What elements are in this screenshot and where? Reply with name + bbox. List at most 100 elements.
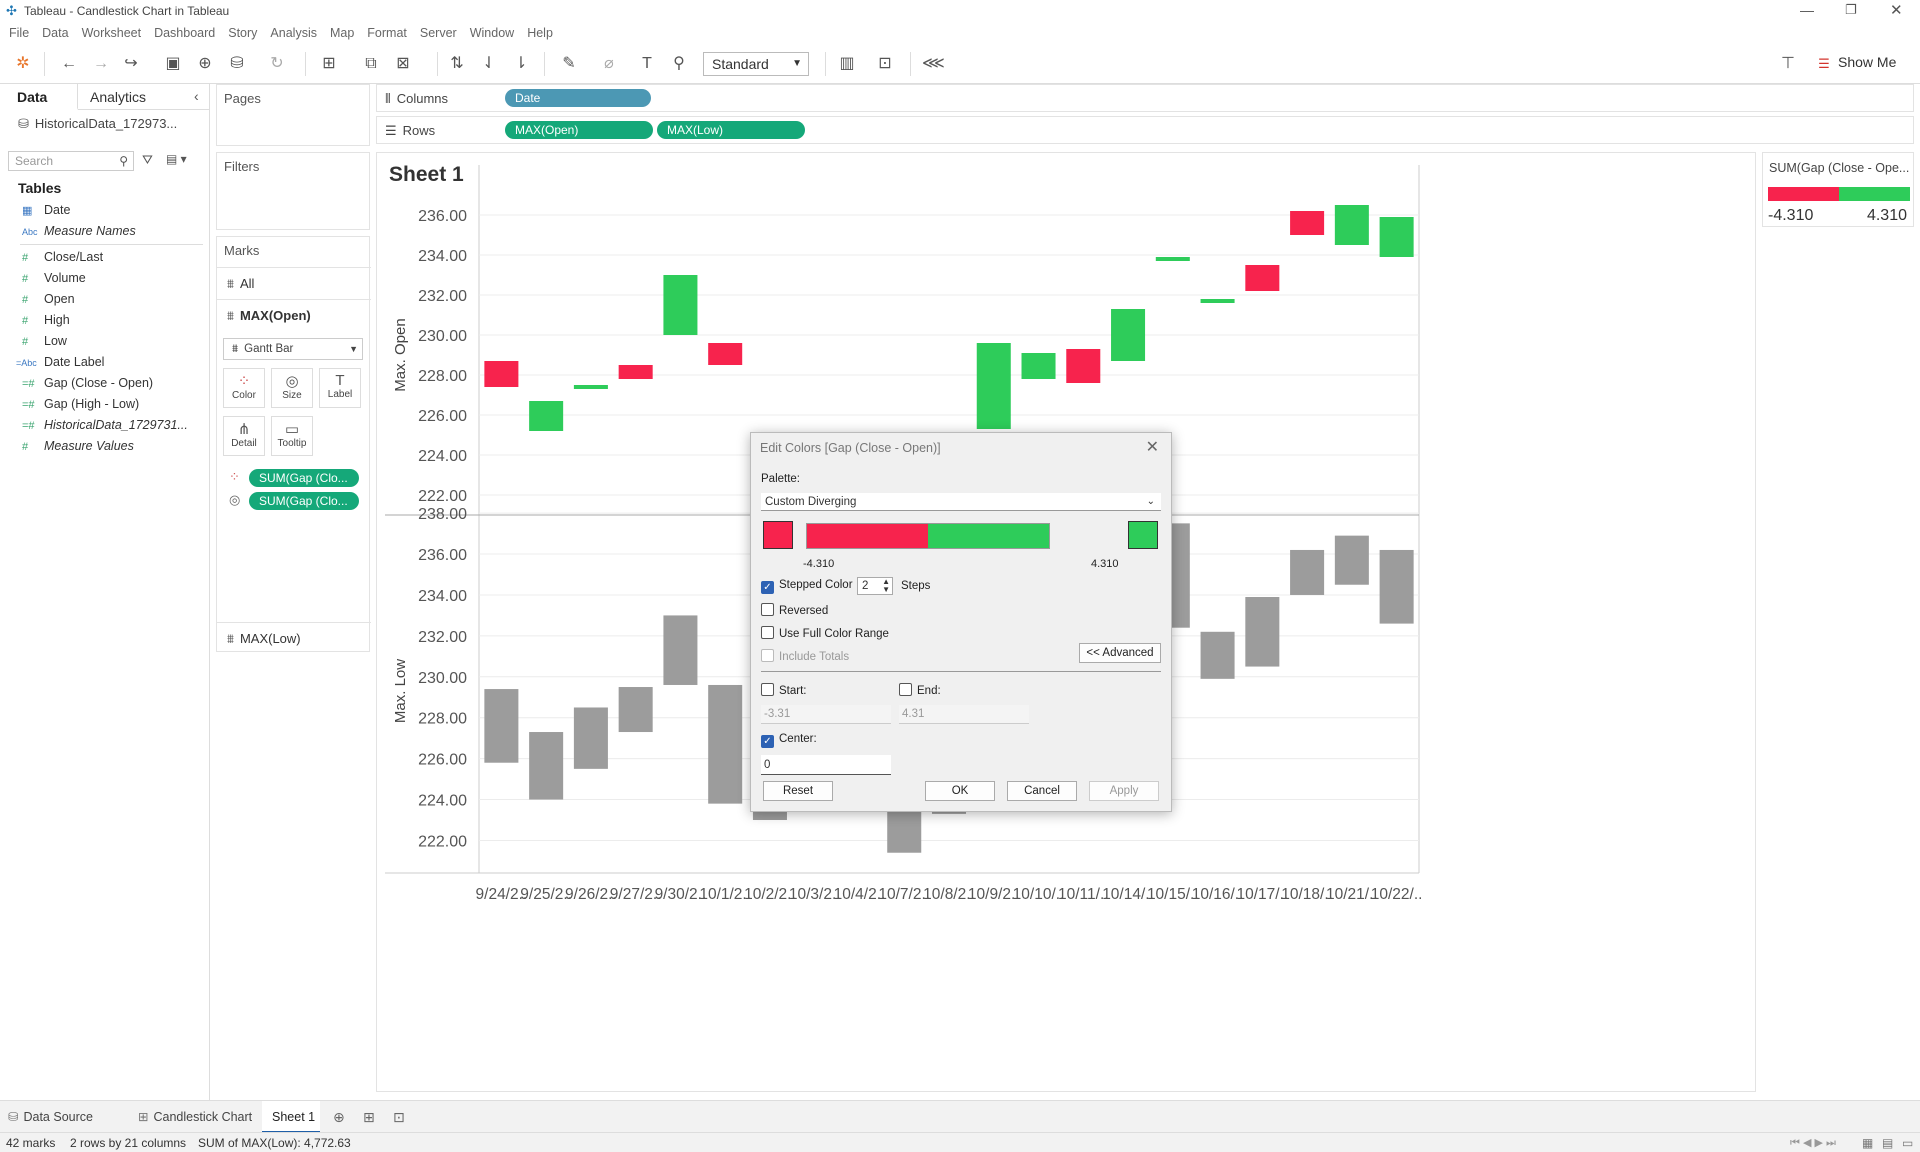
color-button[interactable]: ⁘ Color [223,368,265,408]
fit-select[interactable]: Standard ▼ [703,52,809,76]
paint-icon[interactable]: ⊤ [1781,55,1795,72]
new-worksheet-icon[interactable]: ⊕ [333,1109,345,1125]
minimize-icon[interactable]: — [1800,2,1814,18]
collapse-icon[interactable]: ‹ [194,88,199,104]
show-me-button[interactable]: Show Me [1838,54,1897,70]
new-story-icon[interactable]: ⊡ [393,1109,405,1125]
start-checkbox[interactable]: Start: [761,683,806,697]
marks-low-tab[interactable]: ⩩ MAX(Low) [217,622,371,654]
full-range-checkbox[interactable]: Use Full Color Range [761,626,889,640]
reset-button[interactable]: Reset [763,781,833,801]
tableau-home-icon[interactable]: ✲ [16,55,30,72]
new-dashboard-icon[interactable]: ⊞ [363,1109,375,1125]
datasource-item[interactable]: ⛁ HistoricalData_172973... [18,116,177,132]
menu-file[interactable]: File [9,26,30,40]
filters-card[interactable]: Filters [216,152,370,230]
center-checkbox[interactable]: ✓ Center: [761,733,817,748]
restore-icon[interactable]: ❐ [1845,2,1857,17]
new-datasource-icon[interactable]: ⊕ [198,55,212,72]
show-me-icon[interactable]: ☰ [1818,56,1830,71]
tab-candlestick-chart[interactable]: ⊞ Candlestick Chart [138,1101,252,1133]
tab-data[interactable]: Data [0,84,78,110]
highlight-icon[interactable]: ✎ [562,55,576,72]
positive-color-swatch[interactable] [1128,521,1158,549]
start-input[interactable]: -3.31 [761,705,891,724]
menu-story[interactable]: Story [228,26,258,40]
size-pill[interactable]: SUM(Gap (Clo... [249,492,359,510]
menu-server[interactable]: Server [419,26,457,40]
size-button[interactable]: ◎ Size [271,368,313,408]
menu-help[interactable]: Help [527,26,553,40]
sort-ascending-icon[interactable]: ⇃ [482,55,496,72]
max-low-pill[interactable]: MAX(Low) [657,121,805,139]
search-input[interactable]: Search ⚲ [8,151,134,171]
field-gap-high-low[interactable]: =# Gap (High - Low) [22,395,139,413]
refresh-icon[interactable]: ↻ [270,55,284,72]
apply-button[interactable]: Apply [1089,781,1159,801]
cancel-button[interactable]: Cancel [1007,781,1077,801]
menu-window[interactable]: Window [469,26,515,40]
field-historicaldata-count[interactable]: =# HistoricalData_1729731... [22,416,188,434]
negative-color-swatch[interactable] [763,521,793,549]
tab-data-source[interactable]: ⛁ Data Source [8,1101,93,1133]
group-icon[interactable]: ⌀ [604,55,614,72]
swap-icon[interactable]: ⇅ [450,55,464,72]
tab-analytics[interactable]: Analytics [78,84,210,110]
field-date-label[interactable]: =Abc Date Label [16,353,104,371]
undo-icon[interactable]: ← [61,55,77,72]
duplicate-icon[interactable]: ⧉ [365,55,377,72]
show-cards-icon[interactable]: ▥ [839,55,855,72]
menu-map[interactable]: Map [329,26,355,40]
field-measure-values[interactable]: # Measure Values [22,437,134,455]
marks-all-tab[interactable]: ⩩ All [217,267,371,299]
close-window-icon[interactable]: ✕ [1890,2,1903,19]
close-icon[interactable]: ✕ [1145,439,1159,456]
reversed-checkbox[interactable]: Reversed [761,603,828,617]
grid-view-icon[interactable]: ▦ [1862,1136,1874,1150]
field-open[interactable]: # Open [22,290,75,308]
field-volume[interactable]: # Volume [22,269,86,287]
presentation-icon[interactable]: ⊡ [878,55,892,72]
end-checkbox[interactable]: End: [899,683,941,697]
include-totals-checkbox[interactable]: Include Totals [761,649,849,663]
view-options-icon[interactable]: ▤ ▾ [166,152,187,166]
pause-updates-icon[interactable]: ⛁ [230,55,244,72]
sheet-nav-icons[interactable]: ⏮ ◀ ▶ ⏭ [1790,1137,1836,1149]
redo-icon[interactable]: → [93,55,109,72]
max-open-pill[interactable]: MAX(Open) [505,121,653,139]
filmstrip-view-icon[interactable]: ▭ [1902,1136,1914,1150]
filter-icon[interactable]: ⛛ [142,152,153,167]
field-high[interactable]: # High [22,311,70,329]
steps-stepper[interactable]: 2 ▲ ▼ [857,577,893,595]
clear-sheet-icon[interactable]: ⊠ [396,55,410,72]
field-low[interactable]: # Low [22,332,67,350]
menu-worksheet[interactable]: Worksheet [81,26,142,40]
end-input[interactable]: 4.31 [899,705,1029,724]
date-pill[interactable]: Date [505,89,651,107]
label-button[interactable]: T Label [319,368,361,408]
mark-type-select[interactable]: ⩩ Gantt Bar ▼ [223,338,363,360]
menu-data[interactable]: Data [42,26,69,40]
save-icon[interactable]: ▣ [165,55,181,72]
marks-open-tab[interactable]: ⩩ MAX(Open) [217,299,371,331]
replay-icon[interactable]: ↪ [124,55,138,72]
menu-dashboard[interactable]: Dashboard [154,26,216,40]
field-close-last[interactable]: # Close/Last [22,248,103,266]
new-worksheet-icon[interactable]: ⊞ [322,55,336,72]
palette-select[interactable]: Custom Diverging ⌄ [761,493,1161,511]
color-pill[interactable]: SUM(Gap (Clo... [249,469,359,487]
columns-shelf[interactable]: ⦀ Columns Date [376,84,1914,112]
pages-card[interactable]: Pages [216,84,370,146]
list-view-icon[interactable]: ▤ [1882,1136,1894,1150]
labels-icon[interactable]: T [642,55,652,72]
sort-descending-icon[interactable]: ⇂ [514,55,528,72]
share-icon[interactable]: ⋘ [922,55,945,72]
advanced-button[interactable]: << Advanced [1079,643,1161,663]
color-legend[interactable]: SUM(Gap (Close - Ope... -4.310 4.310 [1762,152,1914,227]
field-gap-close-open[interactable]: =# Gap (Close - Open) [22,374,153,392]
pin-icon[interactable]: ⚲ [673,55,685,72]
menu-analysis[interactable]: Analysis [270,26,317,40]
rows-shelf[interactable]: ☰ Rows MAX(Open) MAX(Low) [376,116,1914,144]
tooltip-button[interactable]: ▭ Tooltip [271,416,313,456]
field-measure-names[interactable]: Abc Measure Names [22,222,136,240]
